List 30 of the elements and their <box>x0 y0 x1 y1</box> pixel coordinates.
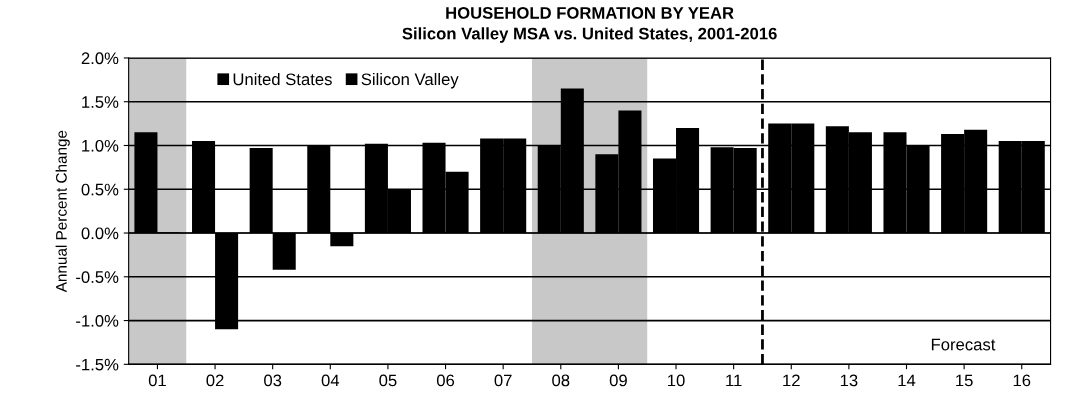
x-tick-label: 13 <box>840 374 858 387</box>
x-tick-label: 02 <box>206 374 224 387</box>
y-tick-label: 1.0% <box>82 139 119 152</box>
x-tick-label: 04 <box>321 374 340 387</box>
x-tick-label: 09 <box>609 374 627 387</box>
x-tick-label: 14 <box>898 374 916 387</box>
chart-subtitle: Silicon Valley MSA vs. United States, 2001-2016 <box>402 27 777 43</box>
y-axis-title: Annual Percent Change <box>55 130 70 293</box>
legend-label: Silicon Valley <box>361 72 459 89</box>
legend-label: United States <box>233 72 332 86</box>
x-tick-label: 12 <box>783 374 800 387</box>
x-tick-label: 10 <box>668 374 685 387</box>
x-tick-label: 06 <box>436 374 455 387</box>
y-tick-label: 2.0% <box>81 52 119 65</box>
chart-title: HOUSEHOLD FORMATION BY YEAR <box>446 6 734 19</box>
y-tick-label: -0.5% <box>76 271 119 283</box>
x-tick-label: 01 <box>148 374 166 387</box>
y-tick-label: 1.5% <box>82 96 119 108</box>
x-tick-label: 08 <box>552 374 570 387</box>
y-tick-label: 0.0% <box>81 227 119 240</box>
x-tick-label: 05 <box>379 374 397 387</box>
x-tick-label: 07 <box>494 374 512 387</box>
x-tick-label: 16 <box>1013 374 1031 387</box>
x-tick-label: 03 <box>264 374 282 387</box>
x-tick-label: 15 <box>956 374 973 387</box>
y-tick-label: -1.0% <box>76 314 119 327</box>
y-tick-label: -1.5% <box>76 358 119 371</box>
x-tick-label: 11 <box>726 374 742 387</box>
y-tick-label: 0.5% <box>81 183 119 196</box>
annotation: Forecast <box>931 338 996 351</box>
